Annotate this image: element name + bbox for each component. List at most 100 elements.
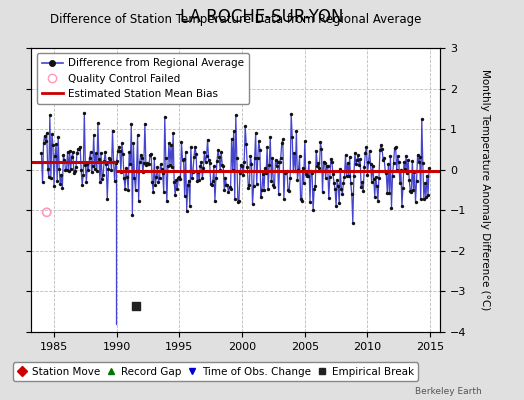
- Point: [424, 192, 432, 198]
- Point: [300, 180, 308, 187]
- Point: [86, 149, 95, 155]
- Point: [114, 148, 122, 154]
- Point: [419, 160, 427, 167]
- Point: [236, 170, 244, 176]
- Point: [102, 161, 111, 168]
- Point: [314, 160, 323, 166]
- Point: [289, 168, 298, 174]
- Point: [357, 184, 365, 190]
- Point: [369, 176, 378, 182]
- Point: [246, 152, 255, 159]
- Point: [141, 120, 149, 127]
- Point: [279, 136, 287, 142]
- Point: [53, 178, 61, 184]
- Point: [180, 192, 189, 199]
- Point: [175, 174, 183, 180]
- Point: [310, 186, 319, 192]
- Point: [48, 131, 56, 138]
- Point: [169, 130, 177, 136]
- Point: [154, 178, 162, 185]
- Point: [245, 182, 254, 188]
- Point: [113, 158, 121, 164]
- Point: [344, 172, 353, 179]
- Point: [332, 203, 340, 210]
- Point: [316, 139, 325, 146]
- Point: [223, 182, 232, 188]
- Point: [110, 159, 118, 165]
- Point: [275, 191, 283, 197]
- Point: [52, 141, 60, 147]
- Point: [292, 128, 301, 134]
- Point: [299, 165, 307, 171]
- Point: [184, 178, 193, 184]
- Point: [367, 178, 376, 185]
- Point: [56, 181, 64, 187]
- Point: [43, 166, 52, 172]
- Point: [149, 189, 157, 195]
- Point: [143, 160, 151, 166]
- Point: [145, 160, 154, 167]
- Point: [220, 187, 228, 194]
- Point: [225, 184, 234, 190]
- Point: [308, 169, 316, 176]
- Point: [401, 166, 409, 173]
- Point: [192, 151, 200, 157]
- Point: [126, 161, 135, 167]
- Point: [144, 161, 152, 168]
- Point: [197, 159, 205, 166]
- Point: [232, 112, 240, 118]
- Point: [159, 189, 168, 196]
- Point: [377, 142, 385, 148]
- Point: [403, 170, 411, 176]
- Point: [155, 175, 163, 181]
- Point: [193, 178, 201, 184]
- Point: [235, 198, 243, 204]
- Point: [307, 167, 315, 174]
- Point: [287, 110, 296, 117]
- Point: [341, 152, 350, 158]
- Point: [103, 196, 112, 202]
- Point: [88, 168, 96, 175]
- Point: [39, 140, 48, 146]
- Point: [187, 144, 195, 150]
- Point: [368, 163, 377, 169]
- Point: [205, 160, 214, 166]
- Point: [309, 207, 318, 213]
- Point: [206, 181, 215, 187]
- Point: [343, 160, 352, 166]
- Point: [338, 191, 346, 197]
- Point: [330, 180, 338, 186]
- Point: [142, 162, 150, 168]
- Point: [392, 167, 401, 174]
- Point: [256, 146, 264, 153]
- Point: [414, 158, 423, 165]
- Point: [400, 158, 408, 165]
- Point: [359, 187, 367, 194]
- Point: [54, 134, 62, 140]
- Point: [45, 174, 53, 180]
- Point: [60, 157, 69, 163]
- Point: [132, 186, 140, 193]
- Point: [168, 164, 176, 171]
- Point: [340, 173, 348, 180]
- Point: [40, 133, 49, 139]
- Point: [146, 151, 155, 158]
- Point: [47, 175, 55, 181]
- Point: [213, 158, 221, 164]
- Point: [296, 153, 304, 159]
- Point: [250, 155, 259, 161]
- Point: [272, 163, 281, 169]
- Point: [374, 198, 382, 204]
- Point: [385, 190, 394, 197]
- Point: [404, 157, 412, 163]
- Point: [380, 155, 388, 162]
- Point: [270, 184, 279, 190]
- Point: [38, 179, 47, 186]
- Point: [386, 152, 395, 159]
- Point: [268, 154, 277, 161]
- Point: [261, 165, 269, 171]
- Point: [383, 190, 391, 196]
- Point: [75, 146, 83, 152]
- Point: [172, 177, 180, 183]
- Point: [61, 166, 70, 173]
